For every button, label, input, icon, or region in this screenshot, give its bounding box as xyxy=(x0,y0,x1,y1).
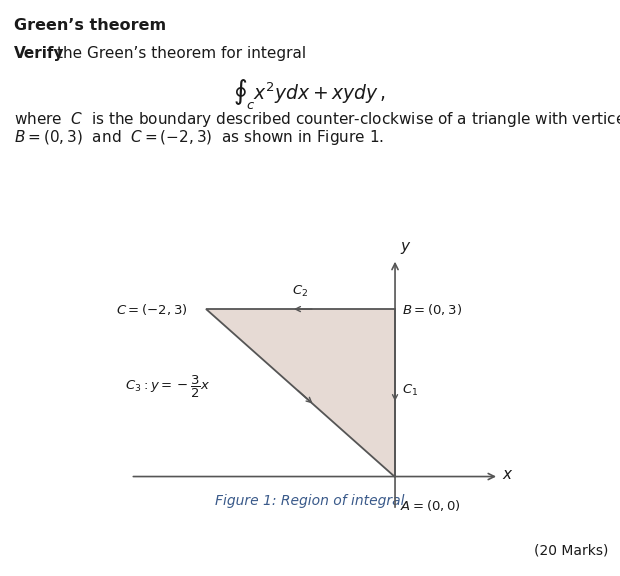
Text: Figure 1: Region of integral: Figure 1: Region of integral xyxy=(215,494,405,508)
Text: $C_2$: $C_2$ xyxy=(293,284,309,299)
Text: $A=(0,0)$: $A=(0,0)$ xyxy=(400,498,461,513)
Text: $C_1$: $C_1$ xyxy=(402,382,418,397)
Text: $x$: $x$ xyxy=(502,467,513,482)
Polygon shape xyxy=(206,309,395,476)
Text: Verify: Verify xyxy=(14,46,64,61)
Text: where  $C$  is the boundary described counter-clockwise of a triangle with verti: where $C$ is the boundary described coun… xyxy=(14,110,620,129)
Text: $\oint_c x^2ydx+xydy\,,$: $\oint_c x^2ydx+xydy\,,$ xyxy=(234,78,386,112)
Text: the Green’s theorem for integral: the Green’s theorem for integral xyxy=(57,46,306,61)
Text: $C_3:y=-\dfrac{3}{2}x$: $C_3:y=-\dfrac{3}{2}x$ xyxy=(125,374,211,400)
Text: $y$: $y$ xyxy=(400,240,411,256)
Text: (20 Marks): (20 Marks) xyxy=(534,544,608,558)
Text: $B=(0,3)$: $B=(0,3)$ xyxy=(402,302,462,317)
Text: $C=(-2,3)$: $C=(-2,3)$ xyxy=(117,302,188,317)
Text: Green’s theorem: Green’s theorem xyxy=(14,18,166,33)
Text: $B=(0,3)$  and  $C=(-2,3)$  as shown in Figure 1.: $B=(0,3)$ and $C=(-2,3)$ as shown in Fig… xyxy=(14,128,384,147)
